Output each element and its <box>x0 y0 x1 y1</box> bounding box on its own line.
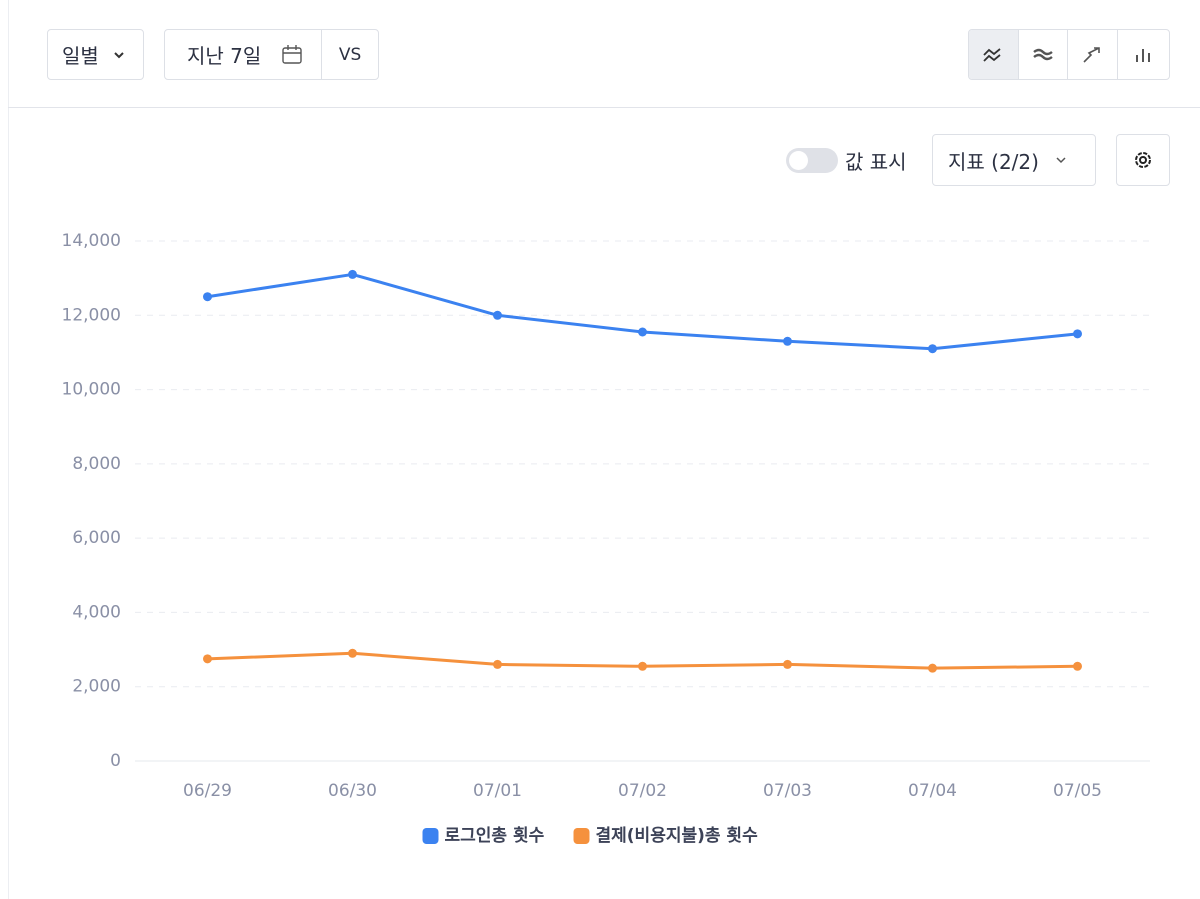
x-tick-label: 06/29 <box>183 781 232 801</box>
y-tick-label: 14,000 <box>62 231 121 251</box>
range-group: 지난 7일 VS <box>164 29 379 80</box>
settings-button[interactable] <box>1116 134 1170 186</box>
chart-type-group <box>968 29 1170 80</box>
legend-label: 로그인총 횟수 <box>445 826 545 846</box>
legend-swatch <box>573 828 590 844</box>
data-point <box>493 310 502 320</box>
range-label: 지난 7일 <box>186 44 262 68</box>
line-icon <box>983 47 1001 62</box>
data-point <box>493 659 502 669</box>
data-point <box>348 648 357 658</box>
toggle-knob <box>789 151 808 170</box>
data-point <box>348 269 357 279</box>
trend-icon <box>1083 46 1101 63</box>
x-tick-label: 07/01 <box>473 781 522 801</box>
compare-label: VS <box>338 44 362 65</box>
legend-swatch <box>422 828 439 844</box>
area-icon <box>1033 48 1053 60</box>
y-tick-label: 8,000 <box>72 454 121 474</box>
compare-button[interactable]: VS <box>322 30 378 79</box>
value-toggle[interactable] <box>786 148 838 173</box>
data-point <box>783 336 792 346</box>
x-tick-label: 06/30 <box>328 781 377 801</box>
period-label: 일별 <box>62 44 99 68</box>
x-tick-label: 07/02 <box>618 781 667 801</box>
data-point <box>1073 329 1082 339</box>
y-tick-label: 4,000 <box>72 602 121 622</box>
value-toggle-label: 값 표시 <box>845 150 907 174</box>
y-tick-label: 0 <box>110 751 121 771</box>
chevron-icon <box>114 51 124 58</box>
y-tick-label: 2,000 <box>72 677 121 697</box>
data-point <box>783 659 792 669</box>
bar-icon <box>1136 48 1151 62</box>
calendar-icon <box>282 44 302 64</box>
line-chart-button[interactable] <box>969 30 1019 79</box>
data-point <box>203 654 212 664</box>
bar-chart-button[interactable] <box>1118 30 1169 79</box>
range-picker[interactable]: 지난 7일 <box>165 30 323 79</box>
metrics-select[interactable]: 지표 (2/2) <box>932 134 1096 186</box>
data-point <box>203 292 212 302</box>
chevron-icon <box>1056 157 1066 164</box>
data-point <box>1073 661 1082 671</box>
left-border <box>8 0 9 899</box>
divider <box>8 107 1200 108</box>
period-select[interactable]: 일별 <box>47 29 144 80</box>
series-line <box>207 651 1078 670</box>
series-line <box>207 272 1078 351</box>
data-point <box>638 661 647 671</box>
data-point <box>928 663 937 673</box>
x-tick-label: 07/04 <box>908 781 957 801</box>
data-point <box>638 327 647 337</box>
x-tick-label: 07/03 <box>763 781 812 801</box>
metrics-label: 지표 (2/2) <box>948 149 1039 174</box>
y-tick-label: 10,000 <box>62 380 121 400</box>
x-tick-label: 07/05 <box>1053 781 1102 801</box>
data-point <box>928 344 937 354</box>
area-chart-button[interactable] <box>1019 30 1068 79</box>
y-tick-label: 12,000 <box>62 305 121 325</box>
y-tick-label: 6,000 <box>72 528 121 548</box>
legend-label: 결제(비용지불)총 횟수 <box>596 826 759 846</box>
gear-icon <box>1135 152 1151 168</box>
trend-chart-button[interactable] <box>1068 30 1118 79</box>
